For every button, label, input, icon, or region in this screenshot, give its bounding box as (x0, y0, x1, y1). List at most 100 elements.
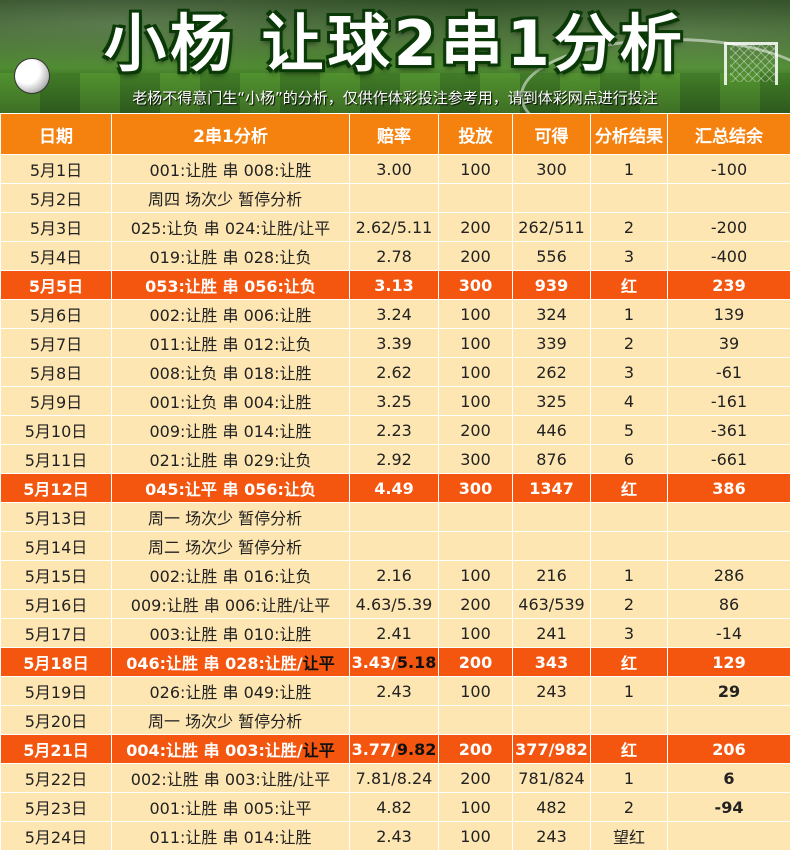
result-cell: 2 (590, 328, 668, 358)
gain-cell (512, 183, 591, 213)
odds-cell-part: 3.77/ (351, 739, 397, 759)
analysis-cell: 046:让胜 串 028:让胜/让平 (111, 647, 350, 677)
balance-cell: -661 (667, 444, 790, 474)
odds-cell: 2.41 (349, 618, 439, 648)
odds-cell: 3.39 (349, 328, 439, 358)
column-header-analysis: 2串1分析 (111, 113, 350, 155)
gain-cell: 876 (512, 444, 591, 474)
stake-cell (438, 502, 513, 532)
stake-cell: 100 (438, 328, 513, 358)
odds-cell: 2.62/5.11 (349, 212, 439, 242)
analysis-cell: 002:让胜 串 016:让负 (111, 560, 350, 590)
analysis-cell: 周四 场次少 暂停分析 (111, 183, 350, 213)
stake-cell: 100 (438, 154, 513, 184)
gain-cell: 939 (512, 270, 591, 300)
date-cell: 5月21日 (0, 734, 112, 764)
date-cell: 5月14日 (0, 531, 112, 561)
result-cell: 红 (590, 270, 668, 300)
analysis-cell: 011:让胜 串 012:让负 (111, 328, 350, 358)
goal-post-icon (724, 42, 778, 85)
balance-cell: 86 (667, 589, 790, 619)
result-cell: 1 (590, 560, 668, 590)
table-row-hit: 5月5日 053:让胜 串 056:让负 3.13 300 939 红 239 (0, 270, 790, 300)
page-subtitle: 老杨不得意门生“小杨”的分析，仅供作体彩投注参考用，请到体彩网点进行投注 (132, 89, 658, 107)
analysis-cell: 019:让胜 串 028:让负 (111, 241, 350, 271)
column-header-stake: 投放 (438, 113, 513, 155)
header-banner: 小杨 让球2串1分析 老杨不得意门生“小杨”的分析，仅供作体彩投注参考用，请到体… (0, 0, 790, 113)
gain-cell: 377/982 (512, 734, 591, 764)
date-cell: 5月22日 (0, 763, 112, 793)
odds-cell: 3.00 (349, 154, 439, 184)
stake-cell: 200 (438, 212, 513, 242)
table-row-hit: 5月21日 004:让胜 串 003:让胜/让平 3.77/9.82 200 377/9… (0, 734, 790, 764)
balance-cell: 39 (667, 328, 790, 358)
table-body: 5月1日 001:让胜 串 008:让胜 3.00 100 300 1 -100 5月2日 周四… (0, 154, 790, 851)
table-row: 5月9日 001:让负 串 004:让胜 3.25 100 325 4 -161 (0, 386, 790, 416)
gain-cell: 262/511 (512, 212, 591, 242)
analysis-cell-part: 004:让胜 串 003:让胜/ (126, 741, 303, 760)
table-row-hit: 5月18日 046:让胜 串 028:让胜/让平 3.43/5.18 200 343 红 1… (0, 647, 790, 677)
gain-cell: 482 (512, 792, 591, 822)
analysis-cell: 021:让胜 串 029:让负 (111, 444, 350, 474)
table-row: 5月1日 001:让胜 串 008:让胜 3.00 100 300 1 -100 (0, 154, 790, 184)
analysis-cell: 003:让胜 串 010:让胜 (111, 618, 350, 648)
result-cell (590, 183, 668, 213)
result-cell: 红 (590, 734, 668, 764)
goal-net-icon (730, 45, 775, 82)
balance-cell: 239 (667, 270, 790, 300)
analysis-cell: 001:让负 串 004:让胜 (111, 386, 350, 416)
result-cell: 2 (590, 212, 668, 242)
date-cell: 5月19日 (0, 676, 112, 706)
balance-cell: -14 (667, 618, 790, 648)
stake-cell: 100 (438, 560, 513, 590)
result-cell (590, 705, 668, 735)
result-cell (590, 531, 668, 561)
table-row: 5月6日 002:让胜 串 006:让胜 3.24 100 324 1 139 (0, 299, 790, 329)
column-header-balance: 汇总结余 (667, 113, 790, 155)
odds-cell-highlight: 5.18 (396, 652, 437, 672)
odds-cell: 7.81/8.24 (349, 763, 439, 793)
analysis-cell: 011:让胜 串 014:让胜 (111, 821, 350, 851)
analysis-cell-highlight: 让平 (302, 654, 335, 673)
balance-cell (667, 183, 790, 213)
analysis-cell: 周一 场次少 暂停分析 (111, 502, 350, 532)
balance-cell: 206 (667, 734, 790, 764)
date-cell: 5月20日 (0, 705, 112, 735)
analysis-cell: 025:让负 串 024:让胜/让平 (111, 212, 350, 242)
odds-cell: 2.23 (349, 415, 439, 445)
table-row: 5月24日 011:让胜 串 014:让胜 2.43 100 243 望红 (0, 821, 790, 851)
stake-cell: 300 (438, 444, 513, 474)
balance-cell: -61 (667, 357, 790, 387)
result-cell: 3 (590, 241, 668, 271)
analysis-cell-highlight: 让平 (302, 741, 335, 760)
odds-cell (349, 705, 439, 735)
balance-cell: -161 (667, 386, 790, 416)
date-cell: 5月15日 (0, 560, 112, 590)
balance-cell: -200 (667, 212, 790, 242)
odds-cell: 4.49 (349, 473, 439, 503)
table-row-hit: 5月12日 045:让平 串 056:让负 4.49 300 1347 红 386 (0, 473, 790, 503)
table-row: 5月3日 025:让负 串 024:让胜/让平 2.62/5.11 200 262/51… (0, 212, 790, 242)
gain-cell: 343 (512, 647, 591, 677)
odds-cell: 2.43 (349, 821, 439, 851)
date-cell: 5月5日 (0, 270, 112, 300)
gain-cell: 463/539 (512, 589, 591, 619)
table-row-paused: 5月14日 周二 场次少 暂停分析 (0, 531, 790, 561)
odds-cell: 3.13 (349, 270, 439, 300)
table-header-row: 日期 2串1分析 赔率 投放 可得 分析结果 汇总结余 (0, 113, 790, 155)
balance-cell: -361 (667, 415, 790, 445)
result-cell: 2 (590, 589, 668, 619)
odds-cell: 2.92 (349, 444, 439, 474)
balance-cell: 29 (667, 676, 790, 706)
result-cell: 2 (590, 792, 668, 822)
stake-cell (438, 183, 513, 213)
table-row: 5月4日 019:让胜 串 028:让负 2.78 200 556 3 -400 (0, 241, 790, 271)
stake-cell: 300 (438, 270, 513, 300)
date-cell: 5月18日 (0, 647, 112, 677)
analysis-cell: 001:让胜 串 005:让平 (111, 792, 350, 822)
table-row-paused: 5月13日 周一 场次少 暂停分析 (0, 502, 790, 532)
stake-cell: 200 (438, 241, 513, 271)
analysis-cell: 周二 场次少 暂停分析 (111, 531, 350, 561)
date-cell: 5月12日 (0, 473, 112, 503)
gain-cell: 325 (512, 386, 591, 416)
